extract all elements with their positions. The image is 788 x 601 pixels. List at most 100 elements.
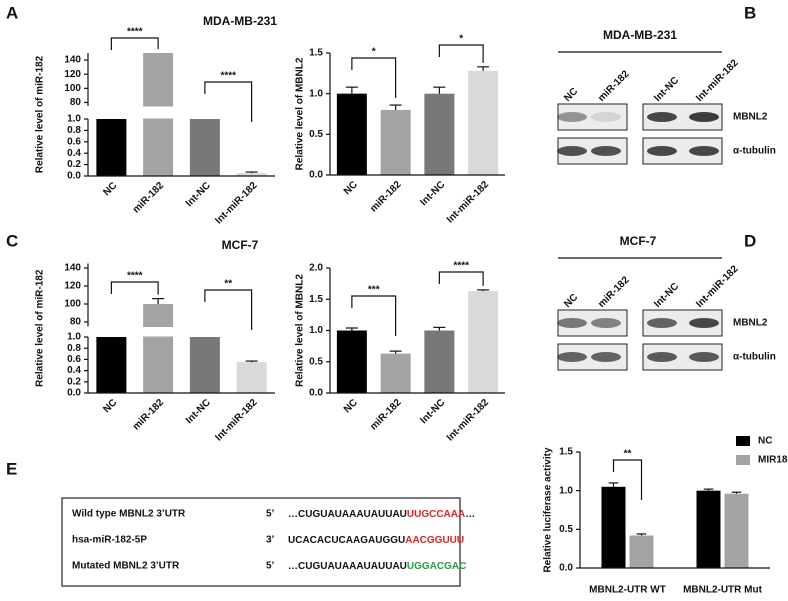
blot-band [591,146,621,156]
y-tick-label: 1.0 [309,325,323,336]
x-tick-label: Int-miR-182 [213,180,260,227]
error-bar [345,86,358,94]
x-tick-label: Int-NC [184,397,213,426]
blot-row-label: α-tubulin [733,352,776,363]
x-tick-label: MBNL2-UTR Mut [683,585,763,596]
bar [236,173,267,176]
y-tick-label: 2.0 [309,263,323,274]
chart-title: MCF-7 [222,238,259,252]
x-tick-label: Int-NC [418,179,447,208]
error-bar [389,350,402,354]
bracket-line [351,57,397,98]
lane-label: Int-miR-182 [694,263,741,310]
error-bar [433,326,446,331]
x-tick-label: Int-NC [418,397,447,426]
y-tick-label: 140 [64,55,81,66]
bracket-line [204,289,253,330]
sequence-prefix: …CUGUAUAAAUAUUAU [288,561,407,572]
lane-label: Int-NC [652,281,681,310]
blot-band [689,112,719,122]
y-tick-label: 120 [64,281,81,292]
significance-bracket: * [438,34,484,63]
y-tick-label: 0.4 [67,148,81,159]
x-tick-label: miR-182 [368,397,404,433]
sequence-site: UGGACGAC [407,561,466,572]
bar [96,119,127,176]
sequence-box [61,497,461,587]
y-tick-label: 0.2 [67,376,81,387]
significance-label: **** [127,271,143,282]
y-tick-label: 0.0 [309,170,323,181]
bar [96,337,127,393]
sequence-end: 5’ [266,561,275,572]
panel-label: B [744,3,756,22]
bar [189,119,220,176]
sequence-name: Wild type MBNL2 3’UTR [72,509,186,520]
y-tick-label: 0.5 [309,356,323,367]
x-tick-label: Int-NC [184,180,213,209]
bracket-line [110,281,159,295]
y-tick-label: 100 [64,83,81,94]
bar [336,93,367,175]
error-bar [245,171,258,174]
panel-label: E [6,459,17,478]
panel-label: C [6,231,18,250]
lane-label: NC [562,86,580,104]
blot-box [557,103,628,131]
y-tick-label: 0.6 [67,354,81,365]
blot-title: MCF-7 [620,234,657,248]
blot-row-label: MBNL2 [733,318,768,329]
y-tick-label: 0.4 [67,365,81,376]
y-tick-label: 0.8 [67,125,81,136]
x-tick-label: NC [101,397,119,415]
y-tick-label: 80 [70,317,82,328]
blot-band [689,318,719,328]
lane-label: miR-182 [596,68,632,104]
x-tick-label: miR-182 [131,180,167,216]
legend-label: MIR182 [758,455,788,466]
bar [143,304,174,393]
x-tick-label: Int-miR-182 [213,397,260,444]
error-bar [152,298,165,304]
sequence-suffix: … [465,509,475,520]
lane-label: Int-miR-182 [694,57,741,104]
x-tick-label: NC [342,179,360,197]
significance-label: **** [453,261,469,272]
error-bar [389,104,402,110]
lane-label: miR-182 [596,274,632,310]
bracket-line [110,37,159,50]
blot-band [557,318,587,328]
error-bar [477,289,490,292]
sequence-end: 3’ [266,535,275,546]
y-axis-label: Relative luciferase activity [543,447,554,573]
y-tick-label: 1.5 [309,48,323,59]
significance-bracket: ** [204,279,253,330]
bar [468,291,499,393]
blot-band [557,352,587,362]
panel-label: D [744,231,756,250]
legend-swatch [736,455,750,465]
legend-swatch [736,436,750,446]
blot-row-label: α-tubulin [733,146,776,157]
y-tick-label: 1.5 [559,447,573,458]
blot-band [591,112,621,122]
bar [424,330,455,393]
y-axis-label: Relative level of MBNL2 [295,57,306,170]
sequence: …CUGUAUAAAUAUUAUUUGCCAAA… [288,509,475,520]
panel-label: A [6,3,18,22]
y-tick-label: 1.0 [559,485,573,496]
sequence-prefix: UCACACUCAAGAUGGU [288,535,405,546]
sequence: UCACACUCAAGAUGGUAACGGUUU [288,535,464,546]
x-tick-label: MBNL2-UTR WT [589,585,666,596]
x-tick-label: NC [101,180,119,198]
significance-bracket: **** [110,27,159,50]
error-bar [608,482,619,487]
blot-band [647,318,677,328]
bar [336,330,367,393]
blot-band [557,112,587,122]
y-tick-label: 0.0 [67,388,81,399]
error-bar [731,491,742,494]
x-tick-label: miR-182 [368,179,404,215]
legend-label: NC [758,436,772,447]
